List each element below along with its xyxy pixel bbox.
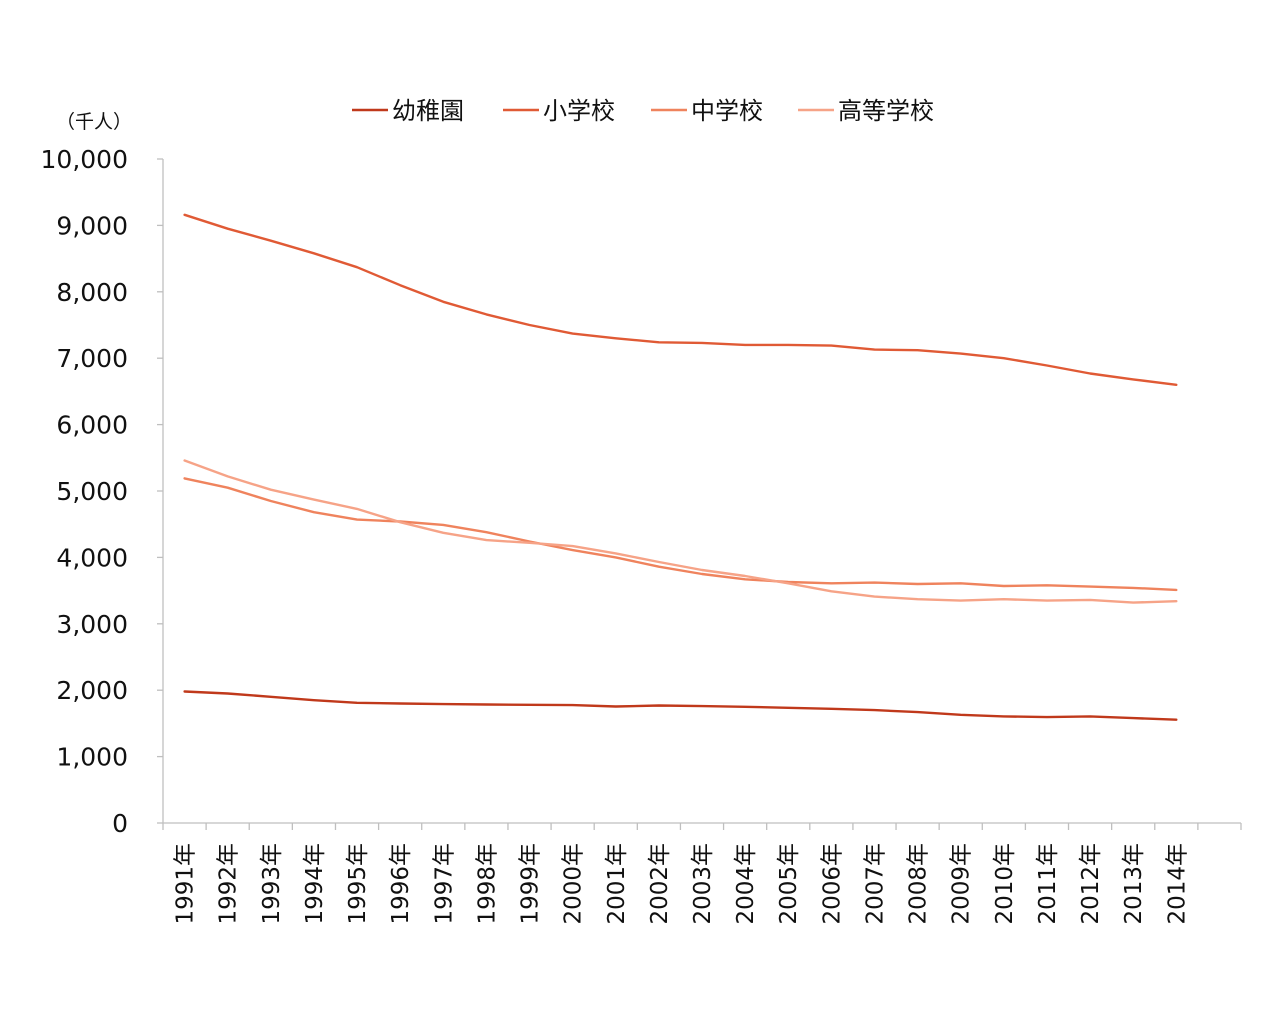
y-axis-unit-label: （千人）: [56, 111, 132, 133]
y-tick-label: 1,000: [56, 743, 128, 772]
y-tick-label: 5,000: [56, 477, 128, 506]
legend-item-junior-high-school: 中学校: [651, 97, 763, 125]
y-tick-label: 0: [112, 809, 128, 838]
x-tick-label: 2007年: [862, 843, 888, 925]
x-tick-label: 1997年: [431, 843, 457, 925]
series-lines: [183, 213, 1178, 721]
x-tick-label: 2005年: [776, 843, 802, 925]
series-line-0: [183, 690, 1178, 721]
x-tick-label: 2001年: [604, 843, 630, 925]
legend-label-elementary-school: 小学校: [543, 97, 615, 125]
legend-label-kindergarten: 幼稚園: [392, 97, 464, 125]
x-tick-label: 1998年: [474, 843, 500, 925]
x-tick-label: 1996年: [388, 843, 414, 925]
x-tick-label: 2011年: [1035, 843, 1061, 925]
x-tick-label: 2010年: [992, 843, 1018, 925]
legend-label-junior-high-school: 中学校: [691, 97, 763, 125]
series-line-1: [183, 213, 1178, 386]
legend: 幼稚園 小学校 中学校 高等学校: [352, 97, 934, 125]
x-tick-label: 2003年: [690, 843, 716, 925]
x-tick-label: 1999年: [518, 843, 544, 925]
series-line-3: [183, 459, 1178, 604]
x-tick-label: 2014年: [1164, 843, 1190, 925]
y-tick-label: 9,000: [56, 211, 128, 240]
x-tick-label: 2002年: [647, 843, 673, 925]
y-tick-label: 8,000: [56, 278, 128, 307]
x-tick-label: 2012年: [1078, 843, 1104, 925]
y-tick-label: 4,000: [56, 543, 128, 572]
x-tick-label: 1993年: [259, 843, 285, 925]
y-tick-label: 3,000: [56, 610, 128, 639]
x-tick-label: 2006年: [819, 843, 845, 925]
x-tick-label: 1992年: [216, 843, 242, 925]
x-tick-label: 2009年: [949, 843, 975, 925]
axes: [162, 159, 1241, 824]
y-tick-label: 7,000: [56, 344, 128, 373]
legend-label-high-school: 高等学校: [838, 97, 934, 125]
x-tick-label: 1995年: [345, 843, 371, 925]
y-tick-label: 6,000: [56, 411, 128, 440]
series-line-2: [183, 477, 1178, 592]
legend-item-high-school: 高等学校: [798, 97, 934, 125]
x-tick-label: 2004年: [733, 843, 759, 925]
x-tick-label: 2000年: [561, 843, 587, 925]
x-tick-label: 1991年: [173, 843, 199, 925]
x-tick-label: 2008年: [906, 843, 932, 925]
legend-item-kindergarten: 幼稚園: [352, 97, 464, 125]
x-tick-label: 2013年: [1121, 843, 1147, 925]
y-tick-label: 10,000: [41, 145, 128, 174]
y-axis-ticks: 0 1,000 2,000 3,000 4,000 5,000 6,000 7,000 8,00…: [41, 145, 163, 838]
y-tick-label: 2,000: [56, 676, 128, 705]
legend-item-elementary-school: 小学校: [503, 97, 615, 125]
x-tick-label: 1994年: [302, 843, 328, 925]
x-axis-ticks: 1991年 1992年 1993年 1994年 1995年 1996年 1997年 1998年…: [162, 823, 1242, 925]
